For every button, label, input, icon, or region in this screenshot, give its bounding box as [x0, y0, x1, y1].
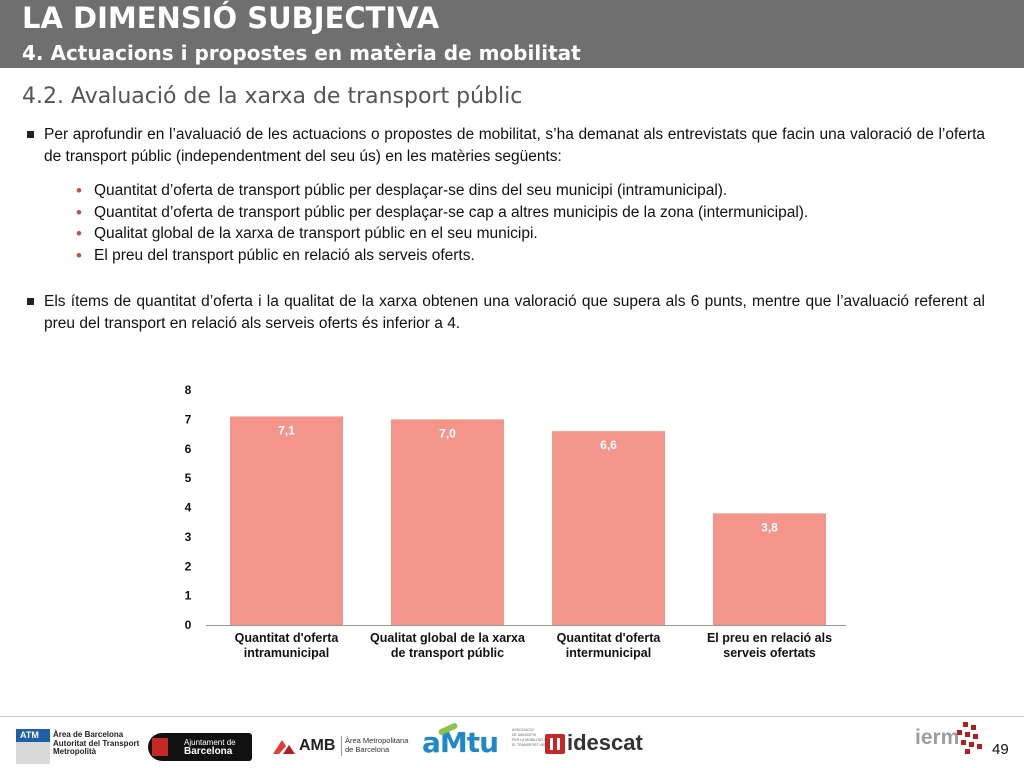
atm-logo: ATM [16, 729, 50, 764]
x-category-label: Quantitat d'oferta [235, 631, 340, 645]
list-item-text: El preu del transport públic en relació … [94, 246, 475, 264]
section-title: 4.2. Avaluació de la xarxa de transport … [22, 84, 523, 109]
topics-list: • Quantitat d’oferta de transport públic … [76, 180, 808, 266]
bullet-dot-icon: • [76, 181, 82, 200]
data-label: 6,6 [600, 438, 617, 452]
y-tick-label: 4 [185, 501, 192, 515]
atm-logo-text: Àrea de Barcelona Autoritat del Transpor… [53, 730, 140, 756]
y-tick-label: 0 [185, 618, 192, 632]
x-category-label: intramunicipal [244, 646, 329, 660]
page-number: 49 [992, 741, 1009, 758]
ajuntament-logo: Ajuntament de Barcelona [148, 733, 252, 761]
y-tick-label: 6 [185, 442, 192, 456]
data-label: 7,0 [439, 426, 456, 440]
bullet-dot-icon: • [76, 202, 82, 222]
data-label: 7,1 [278, 423, 295, 437]
x-category-label: de transport públic [391, 646, 504, 660]
slide-subtitle: 4. Actuacions i propostes en matèria de … [22, 41, 581, 65]
bullet-dot-icon: • [76, 224, 82, 243]
x-category-label: El preu en relació als [707, 631, 832, 645]
y-tick-label: 1 [185, 589, 192, 603]
x-category-label: intermunicipal [566, 646, 651, 660]
footer-divider [0, 716, 1024, 717]
bar [230, 416, 343, 625]
square-bullet-icon [27, 131, 34, 138]
slide-title: LA DIMENSIÓ SUBJECTIVA [22, 1, 440, 35]
list-item-text: Quantitat d’oferta de transport públic p… [94, 182, 728, 199]
square-bullet-icon [27, 298, 34, 305]
intro-paragraph: Per aprofundir en l’avaluació de les act… [44, 126, 985, 165]
y-tick-label: 2 [185, 559, 192, 573]
list-item-text: Qualitat global de la xarxa de transport… [94, 225, 538, 242]
iermb-pixel-mark-icon [957, 722, 982, 754]
list-item: • Qualitat global de la xarxa de transpor… [76, 223, 808, 245]
list-item: • El preu del transport públic en relació… [76, 245, 808, 267]
summary-paragraph: Els ítems de quantitat d’oferta i la qua… [44, 293, 985, 332]
x-category-label: Quantitat d'oferta [557, 631, 662, 645]
atm-logo-mark: ATM [16, 729, 50, 742]
y-tick-label: 3 [185, 530, 192, 544]
slide-header: LA DIMENSIÓ SUBJECTIVA 4. Actuacions i p… [0, 0, 1024, 68]
y-tick-label: 5 [185, 471, 192, 485]
y-tick-label: 8 [185, 383, 192, 397]
bar [391, 419, 504, 625]
list-item: • Quantitat d’oferta de transport públic … [76, 202, 808, 224]
x-category-label: serveis ofertats [723, 646, 815, 660]
bullet-dot-icon: • [76, 245, 82, 265]
bar [713, 513, 826, 625]
amb-mark-icon [273, 740, 295, 754]
y-tick-label: 7 [185, 412, 192, 426]
bar [552, 431, 665, 625]
data-label: 3,8 [761, 520, 778, 534]
coat-of-arms-icon [152, 738, 168, 756]
list-item-text: Quantitat d’oferta de transport públic p… [94, 203, 809, 221]
list-item: • Quantitat d’oferta de transport públic … [76, 180, 808, 202]
x-category-label: Qualitat global de la xarxa [370, 631, 526, 645]
